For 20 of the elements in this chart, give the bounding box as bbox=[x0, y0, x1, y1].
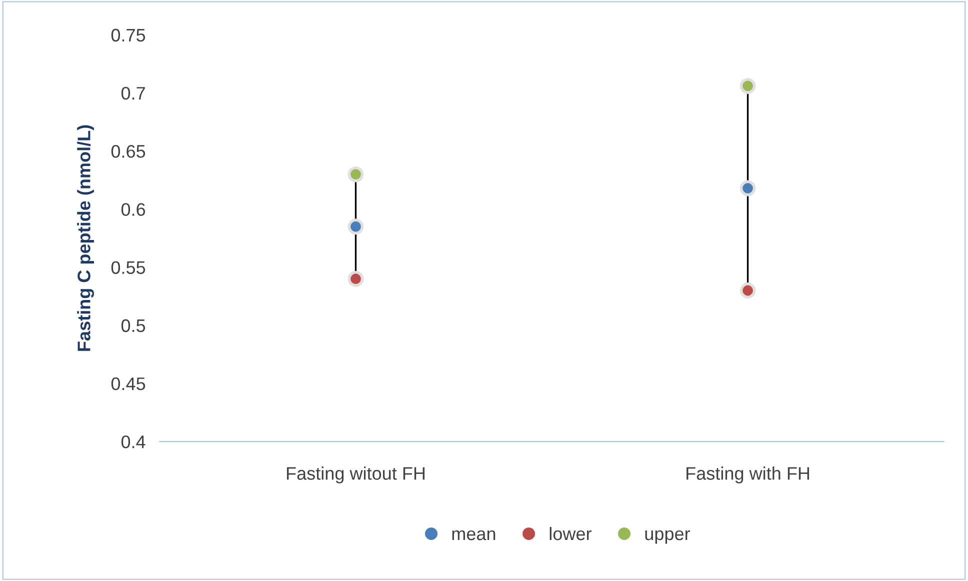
y-tick-label: 0.7 bbox=[121, 86, 145, 100]
point bbox=[348, 166, 364, 182]
point bbox=[740, 282, 756, 298]
x-tick-label: Fasting witout FH bbox=[286, 466, 425, 484]
y-tick-label: 0.5 bbox=[121, 319, 146, 332]
y-tick-label: 0.65 bbox=[111, 144, 146, 158]
y-tick-label: 0.4 bbox=[121, 435, 146, 448]
y-tick-label: 0.45 bbox=[111, 377, 146, 390]
point bbox=[348, 270, 364, 287]
y-tick-label: 0.75 bbox=[111, 28, 146, 42]
point bbox=[348, 218, 364, 235]
y-axis-title: Fasting C peptide (nmol/L) bbox=[77, 125, 94, 351]
y-tick-label: 0.6 bbox=[121, 203, 146, 216]
point bbox=[740, 180, 756, 196]
legend-label: mean bbox=[452, 530, 496, 540]
legend-label: lower bbox=[550, 526, 592, 540]
point bbox=[740, 78, 756, 94]
y-tick-label: 0.55 bbox=[111, 261, 146, 274]
legend-label: upper bbox=[645, 530, 690, 544]
x-tick-label: Fasting with FH bbox=[686, 466, 810, 484]
